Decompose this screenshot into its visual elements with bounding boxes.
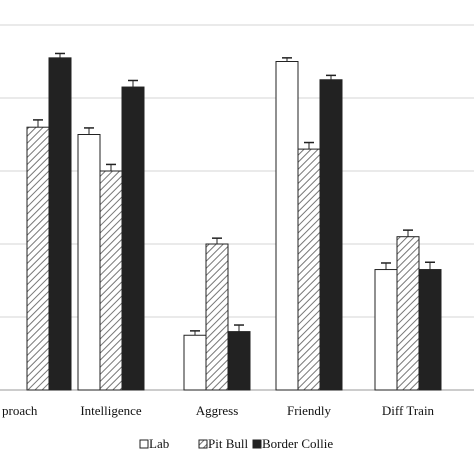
bar-border-collie-2	[227, 331, 251, 391]
bar-border-collie-3	[319, 79, 343, 391]
category-label: Intelligence	[80, 403, 142, 418]
legend-label: Lab	[149, 436, 169, 451]
bars	[26, 52, 442, 391]
category-labels: proach Intelligence Aggress Friendly Diff Tr…	[2, 403, 435, 418]
category-label: proach	[2, 403, 38, 418]
legend-label: Pit Bull	[208, 436, 248, 451]
bar-pit-bull-4	[396, 236, 420, 391]
category-label: Aggress	[196, 403, 239, 418]
legend: Lab Pit Bull Border Collie	[139, 436, 333, 451]
bar-lab-1	[77, 134, 101, 391]
bar-border-collie-1	[121, 86, 145, 391]
bar-pit-bull-0	[26, 126, 50, 391]
bar-border-collie-4	[418, 269, 442, 391]
bar-lab-4	[374, 269, 398, 391]
bar-lab-2	[183, 334, 207, 391]
legend-swatch	[139, 439, 149, 449]
legend-label: Border Collie	[262, 436, 333, 451]
bar-pit-bull-2	[205, 243, 229, 391]
legend-swatch	[198, 439, 208, 449]
category-label: Diff Train	[382, 403, 435, 418]
bar-pit-bull-3	[297, 148, 321, 391]
bar-lab-3	[275, 61, 299, 391]
bar-border-collie-0	[48, 57, 72, 391]
legend-swatch	[252, 439, 262, 449]
category-label: Friendly	[287, 403, 332, 418]
bar-pit-bull-1	[99, 170, 123, 391]
